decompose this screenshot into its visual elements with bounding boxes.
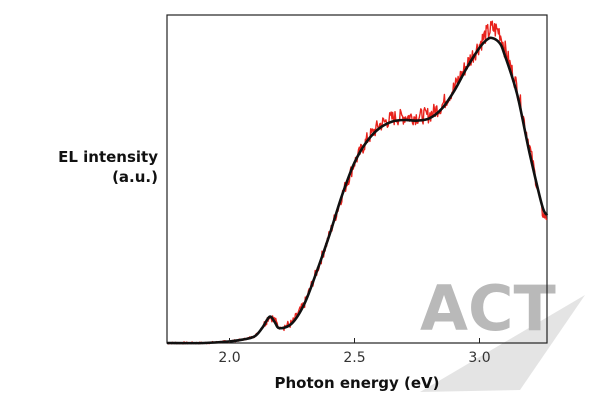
y-axis-title-line-1: EL intensity [58,148,158,166]
watermark-text: ACT [420,272,556,345]
watermark: ACT [420,272,585,392]
plot-frame [166,14,548,344]
x-tick-label: 3.0 [468,350,490,366]
x-axis-ticks: 2.0 2.5 3.0 [218,338,491,366]
x-tick-label: 2.5 [343,350,365,366]
y-axis-title-line-2: (a.u.) [112,168,158,186]
x-tick-label: 2.0 [218,350,240,366]
series-line-1 [166,36,549,345]
series-layer [166,20,549,345]
x-axis-title: Photon energy (eV) [274,374,439,392]
